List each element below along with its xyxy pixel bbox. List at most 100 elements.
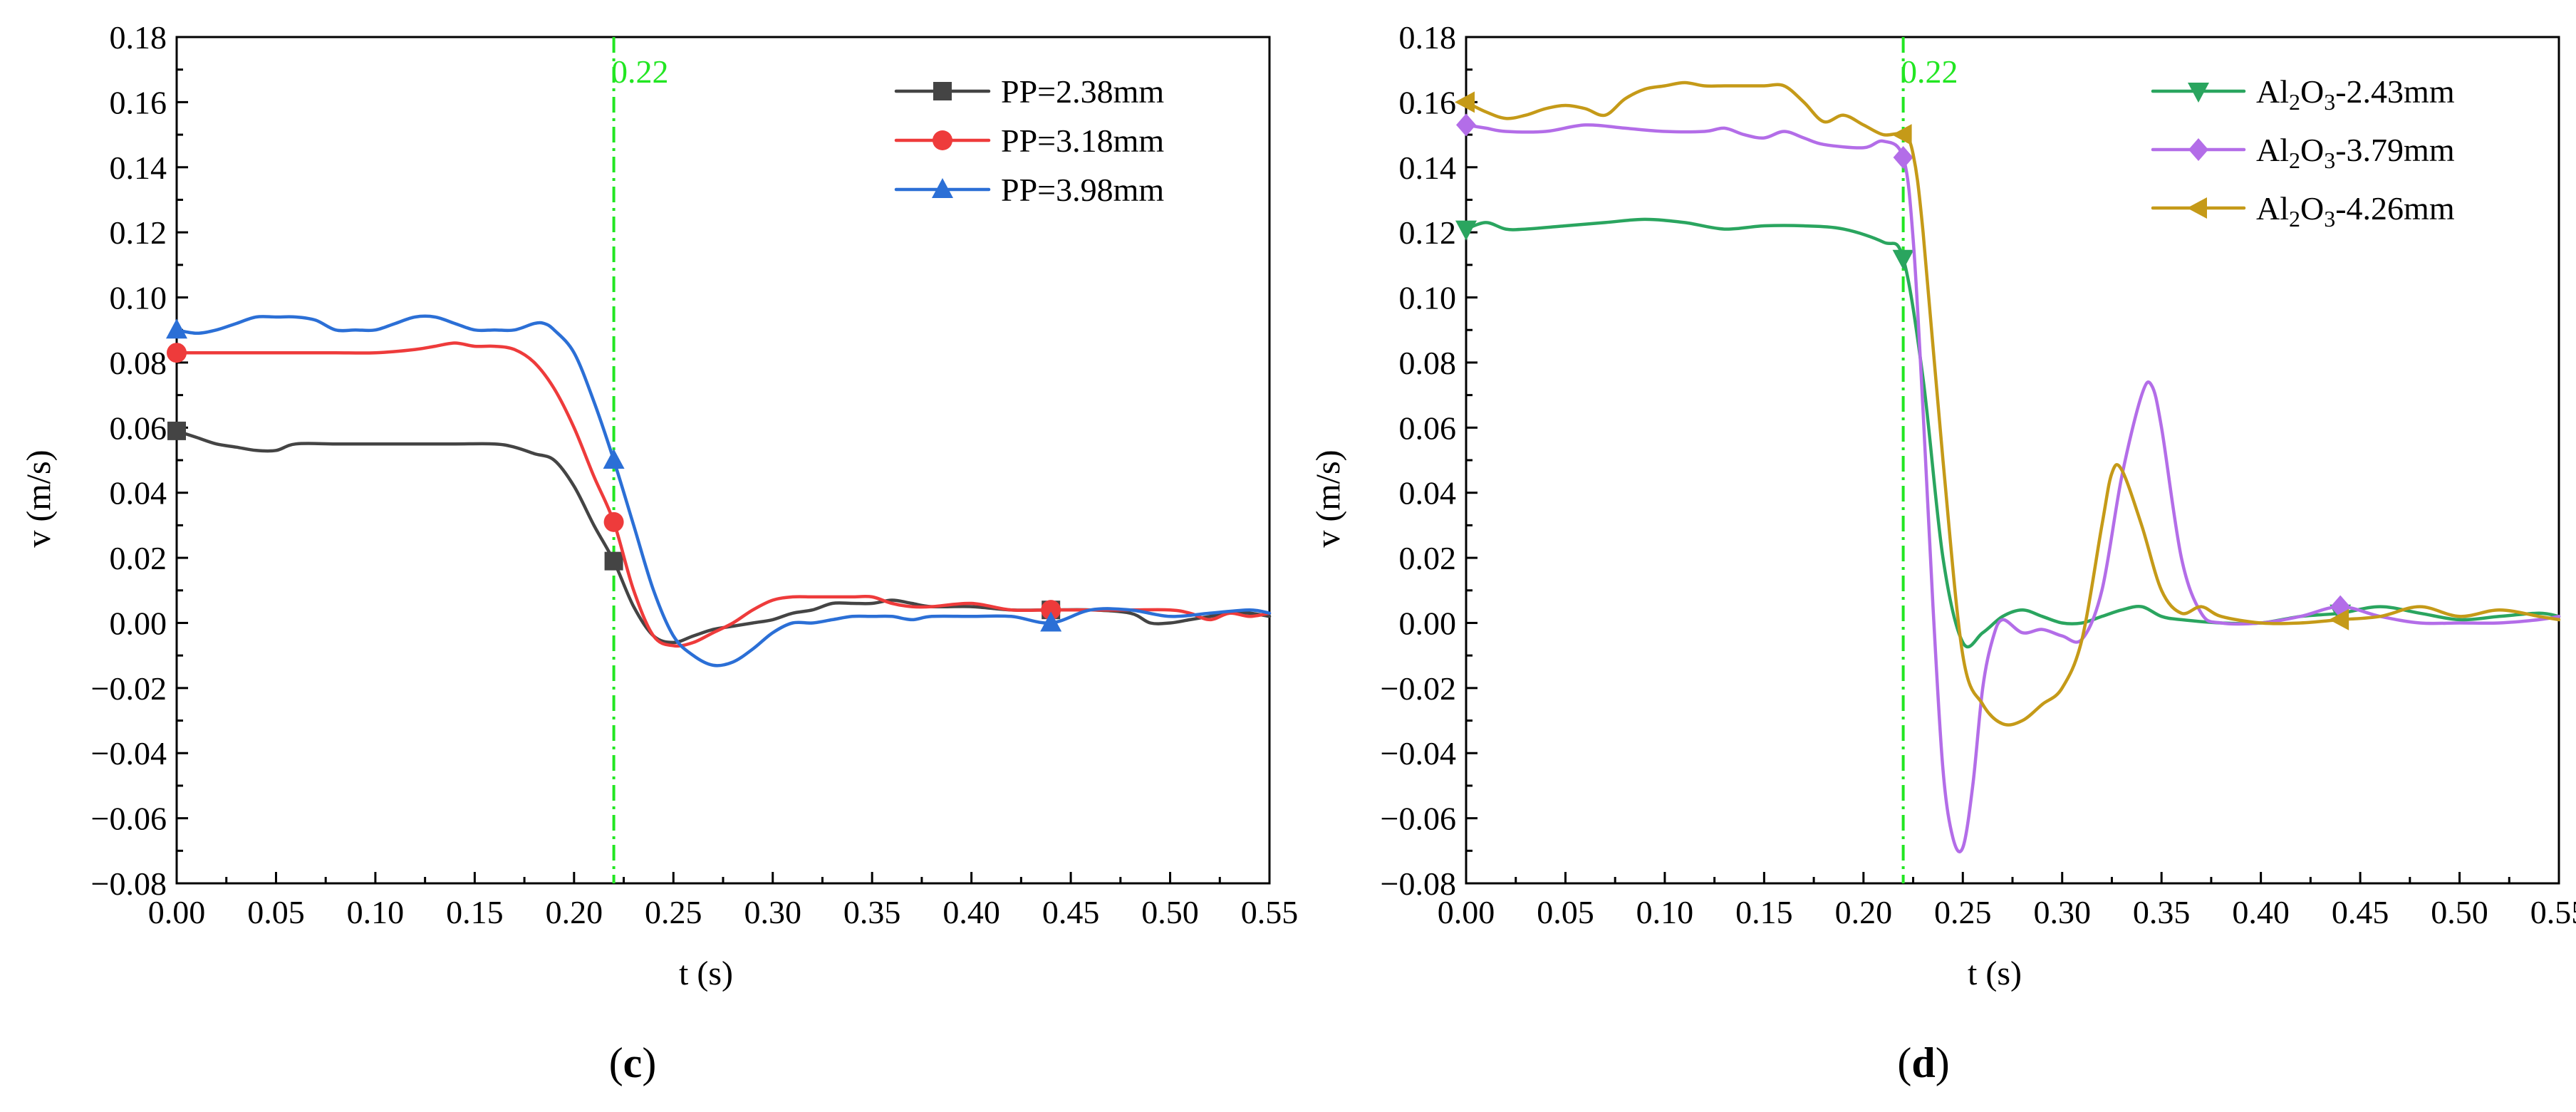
panel-d-axes: [1465, 36, 2560, 885]
legend-item-al2o3-3-79: Al2O3-3.79mm: [2151, 132, 2455, 173]
y-tick-label: 0.02: [1399, 540, 1457, 576]
x-tick-label: 0.50: [2431, 894, 2488, 930]
series-marker-1: [1456, 113, 1476, 137]
y-tick-label: 0.12: [110, 214, 167, 251]
legend-marker-2: [932, 178, 953, 198]
y-tick-label: 0.16: [1399, 84, 1457, 120]
legend-label-pp-3-98: PP=3.98mm: [1001, 172, 1164, 208]
x-tick-label: 0.20: [1835, 894, 1893, 930]
series-marker-2: [603, 449, 625, 469]
y-tick-label: 0.00: [110, 605, 167, 641]
legend-item-pp-3-98: PP=3.98mm: [894, 172, 1164, 208]
y-tick-label: 0.08: [1399, 345, 1457, 381]
series-marker-1: [1041, 600, 1061, 620]
y-tick-label: −0.02: [91, 670, 167, 707]
series-marker-0: [604, 551, 623, 571]
series-marker-2: [2329, 608, 2349, 630]
y-tick-label: 0.14: [1399, 150, 1457, 186]
x-tick-label: 0.30: [2033, 894, 2091, 930]
panel-d-y-axis-title: v (m/s): [1309, 450, 1347, 547]
x-tick-label: 0.40: [942, 894, 1000, 930]
x-tick-label: 0.15: [446, 894, 504, 930]
legend-label-al2o3-4-26: Al2O3-4.26mm: [2256, 190, 2455, 232]
legend-label-al2o3-2-43: Al2O3-2.43mm: [2256, 73, 2455, 115]
x-tick-label: 0.50: [1141, 894, 1199, 930]
x-tick-label: 0.25: [1934, 894, 1992, 930]
legend-label-pp-2-38: PP=2.38mm: [1001, 73, 1164, 110]
y-tick-label: 0.06: [1399, 410, 1457, 446]
panel-d-series: [1455, 80, 2561, 853]
x-tick-label: 0.55: [1241, 894, 1299, 930]
series-marker-2: [166, 318, 187, 339]
series-marker-2: [1891, 124, 1912, 146]
x-tick-label: 0.55: [2530, 894, 2576, 930]
x-tick-label: 0.20: [546, 894, 603, 930]
legend-item-al2o3-4-26: Al2O3-4.26mm: [2151, 190, 2455, 232]
x-tick-label: 0.10: [1636, 894, 1694, 930]
x-tick-label: 0.40: [2232, 894, 2290, 930]
series-marker-2: [1040, 611, 1062, 632]
legend-marker-2: [2187, 197, 2207, 219]
y-tick-label: 0.10: [110, 280, 167, 316]
panel-c-x-axis-title: t (s): [679, 955, 733, 992]
panel-c-vline-label: 0.22: [611, 53, 669, 90]
series-line-0: [1464, 217, 2561, 649]
x-tick-label: 0.30: [744, 894, 801, 930]
y-tick-label: 0.18: [1399, 19, 1457, 56]
legend-label-al2o3-3-79: Al2O3-3.79mm: [2256, 132, 2455, 173]
y-tick-label: 0.16: [110, 84, 167, 120]
panel-c-axes: [175, 36, 1271, 885]
y-tick-label: −0.04: [1381, 735, 1456, 771]
y-tick-label: 0.00: [1399, 605, 1457, 641]
y-tick-label: −0.08: [1381, 866, 1456, 902]
y-tick-label: 0.02: [110, 540, 167, 576]
legend-marker-1: [933, 130, 952, 150]
panel-d-x-axis-title: t (s): [1968, 955, 2022, 992]
series-marker-1: [1893, 146, 1913, 170]
panel-d-vline-label: 0.22: [1901, 53, 1958, 90]
legend-item-pp-2-38: PP=2.38mm: [894, 73, 1164, 110]
panel-c-chart: 0.00 0.05 0.10 0.15 0.20 0.25 0.30 0.35 0.40 0.45…: [20, 19, 1298, 1086]
series-marker-1: [603, 511, 624, 532]
y-tick-label: 0.18: [110, 19, 167, 56]
y-tick-label: −0.08: [91, 866, 167, 902]
legend-label-pp-3-18: PP=3.18mm: [1001, 123, 1164, 159]
series-marker-2: [1455, 91, 1475, 113]
x-tick-label: 0.35: [843, 894, 901, 930]
series-line-1: [175, 341, 1272, 648]
panel-d-label: (d): [1897, 1039, 1949, 1086]
x-tick-label: 0.15: [1735, 894, 1793, 930]
series-marker-0: [1892, 249, 1914, 270]
y-tick-label: 0.04: [110, 475, 167, 511]
x-tick-label: 0.00: [148, 894, 206, 930]
y-tick-label: 0.14: [110, 150, 167, 186]
series-line-2: [175, 314, 1272, 667]
x-tick-label: 0.10: [347, 894, 405, 930]
series-marker-1: [167, 343, 187, 363]
y-tick-label: 0.06: [110, 410, 167, 446]
y-tick-label: −0.06: [91, 801, 167, 837]
legend-marker-0: [933, 82, 952, 100]
legend-marker-0: [2188, 83, 2209, 103]
y-tick-label: −0.04: [91, 735, 167, 771]
x-tick-label: 0.45: [1042, 894, 1100, 930]
panel-c-series: [166, 314, 1272, 667]
x-tick-label: 0.00: [1438, 894, 1495, 930]
panel-c-label: (c): [609, 1039, 657, 1086]
legend-item-al2o3-2-43: Al2O3-2.43mm: [2151, 73, 2455, 115]
y-tick-label: 0.10: [1399, 280, 1457, 316]
x-tick-label: 0.05: [247, 894, 305, 930]
plot-frame: [175, 36, 1271, 885]
series-marker-0: [1455, 220, 1477, 241]
panel-c-y-axis-title: v (m/s): [20, 450, 58, 547]
y-tick-label: 0.12: [1399, 214, 1457, 251]
series-line-1: [1464, 123, 2561, 853]
y-tick-label: 0.04: [1399, 475, 1457, 511]
series-line-2: [1464, 80, 2561, 727]
y-tick-label: 0.08: [110, 345, 167, 381]
y-tick-label: −0.02: [1381, 670, 1456, 707]
legend-marker-1: [2188, 138, 2208, 161]
panel-d-chart: 0.00 0.05 0.10 0.15 0.20 0.25 0.30 0.35 0.40 0.45…: [1309, 19, 2576, 1086]
x-tick-label: 0.45: [2332, 894, 2389, 930]
